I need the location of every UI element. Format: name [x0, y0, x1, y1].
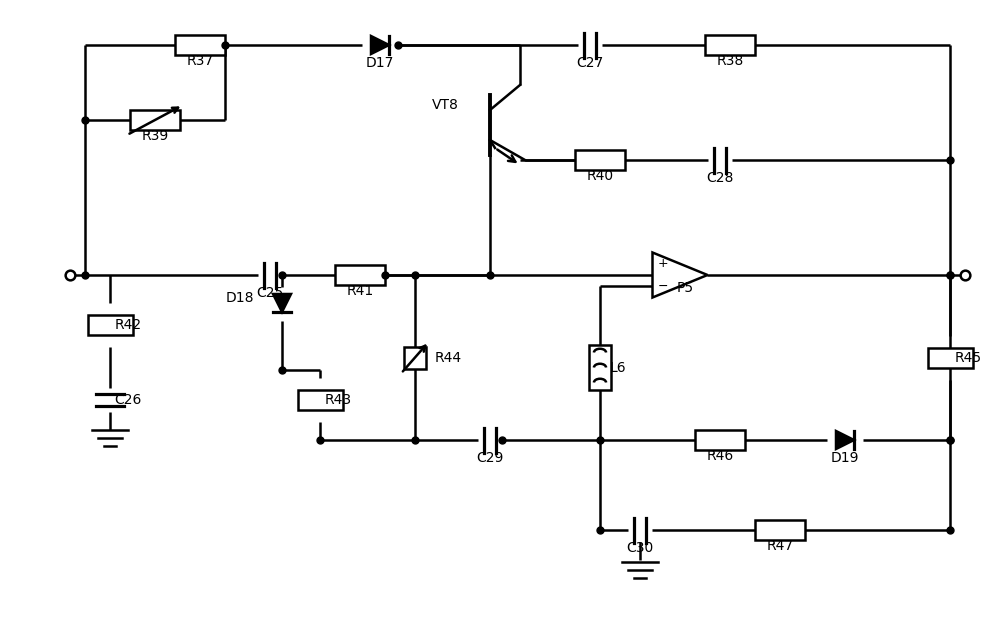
Bar	[335, 265, 385, 285]
Polygon shape	[371, 36, 389, 54]
Text: D18: D18	[226, 291, 254, 305]
Polygon shape	[652, 253, 708, 298]
Bar	[575, 150, 625, 170]
Text: R37: R37	[186, 54, 214, 68]
Bar	[928, 348, 972, 368]
Text: C28: C28	[706, 171, 734, 185]
Bar	[130, 110, 180, 130]
Bar	[695, 430, 745, 450]
Text: −: −	[657, 280, 668, 292]
Bar	[755, 520, 805, 540]
Bar	[298, 390, 342, 410]
Text: R40: R40	[586, 169, 614, 183]
Bar	[88, 315, 132, 335]
Text: R41: R41	[346, 284, 374, 298]
Text: C25: C25	[256, 286, 284, 300]
Text: R38: R38	[716, 54, 744, 68]
Text: C29: C29	[476, 451, 504, 465]
Text: R47: R47	[766, 539, 794, 553]
Text: D19: D19	[831, 451, 859, 465]
Polygon shape	[273, 294, 291, 312]
Text: C27: C27	[576, 56, 604, 70]
Text: +: +	[657, 258, 668, 270]
Text: VT8: VT8	[432, 98, 458, 112]
Text: D17: D17	[366, 56, 394, 70]
Text: R46: R46	[706, 449, 734, 463]
Text: R44: R44	[435, 351, 462, 364]
Bar	[175, 35, 225, 55]
Text: R43: R43	[324, 393, 352, 407]
Bar	[589, 345, 611, 390]
Polygon shape	[836, 431, 854, 449]
Text: R42: R42	[114, 318, 142, 332]
Text: C26: C26	[114, 393, 142, 407]
Text: C30: C30	[626, 541, 654, 555]
Text: L6: L6	[610, 361, 626, 374]
Text: R45: R45	[954, 351, 982, 364]
Text: R39: R39	[141, 129, 169, 143]
Bar	[404, 346, 426, 369]
Bar	[705, 35, 755, 55]
Text: P5: P5	[676, 281, 694, 295]
